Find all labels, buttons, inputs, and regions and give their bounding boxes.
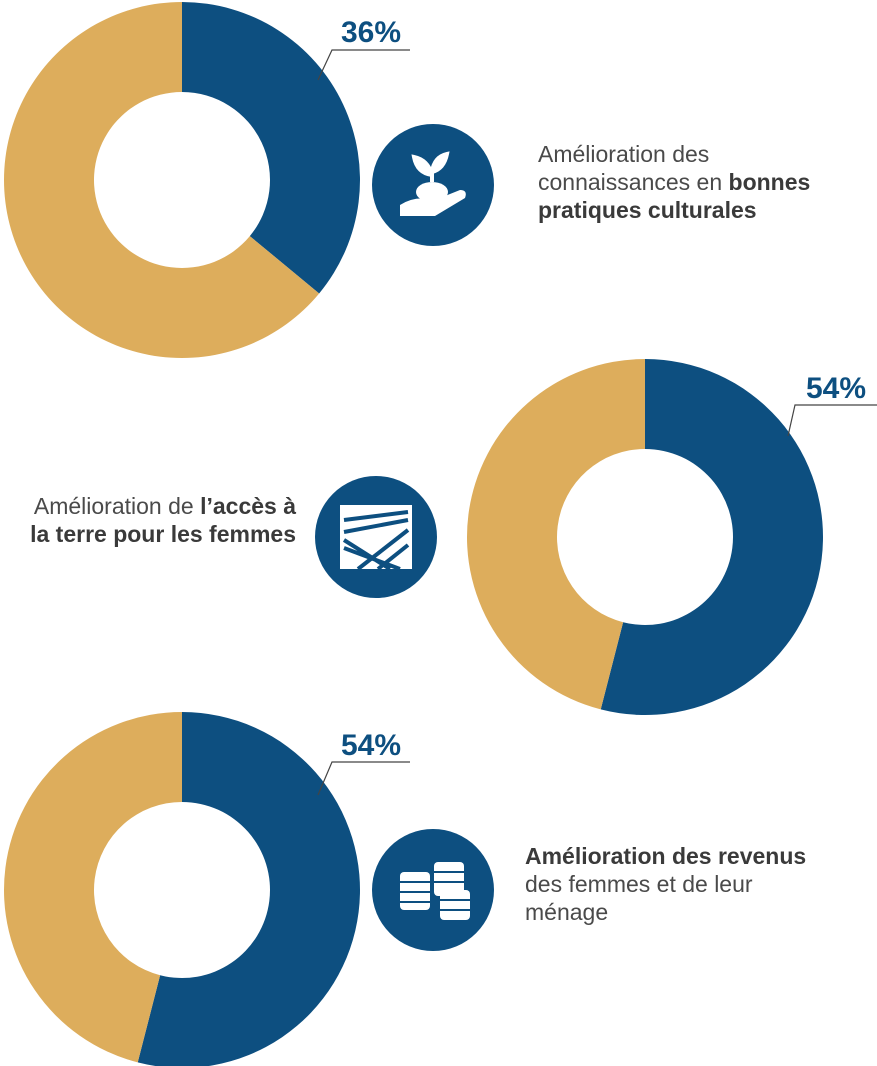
percent-label: 54% (341, 729, 401, 762)
icon-plant (372, 124, 494, 246)
donut-segment (137, 712, 360, 1066)
description: Amélioration des connaissances en bonnes… (538, 140, 818, 224)
donut-segment (3, 2, 320, 358)
donut-segment (182, 2, 360, 294)
donut-segment (600, 359, 824, 716)
icon-field (315, 476, 437, 598)
percent-label: 36% (341, 16, 401, 49)
description: Amélioration de l’accès à la terre pour … (10, 492, 296, 548)
leader-line (317, 761, 410, 796)
description-part: Amélioration des revenus (525, 843, 807, 869)
description-part: Amélioration des connaissances en (538, 141, 729, 195)
leader-line (317, 49, 410, 81)
leader-line (787, 404, 877, 437)
description-part: l’accès à la terre pour les femmes (30, 493, 296, 547)
description-part: bonnes pratiques culturales (538, 169, 811, 223)
description-part: Amélioration de (33, 493, 201, 519)
description: Amélioration des revenus des femmes et d… (525, 842, 825, 926)
donut-segment (467, 359, 645, 710)
icon-coins (372, 829, 494, 951)
donut-segment (3, 712, 182, 1063)
percent-label: 54% (806, 372, 866, 405)
description-part: des femmes et de leur ménage (525, 871, 753, 925)
